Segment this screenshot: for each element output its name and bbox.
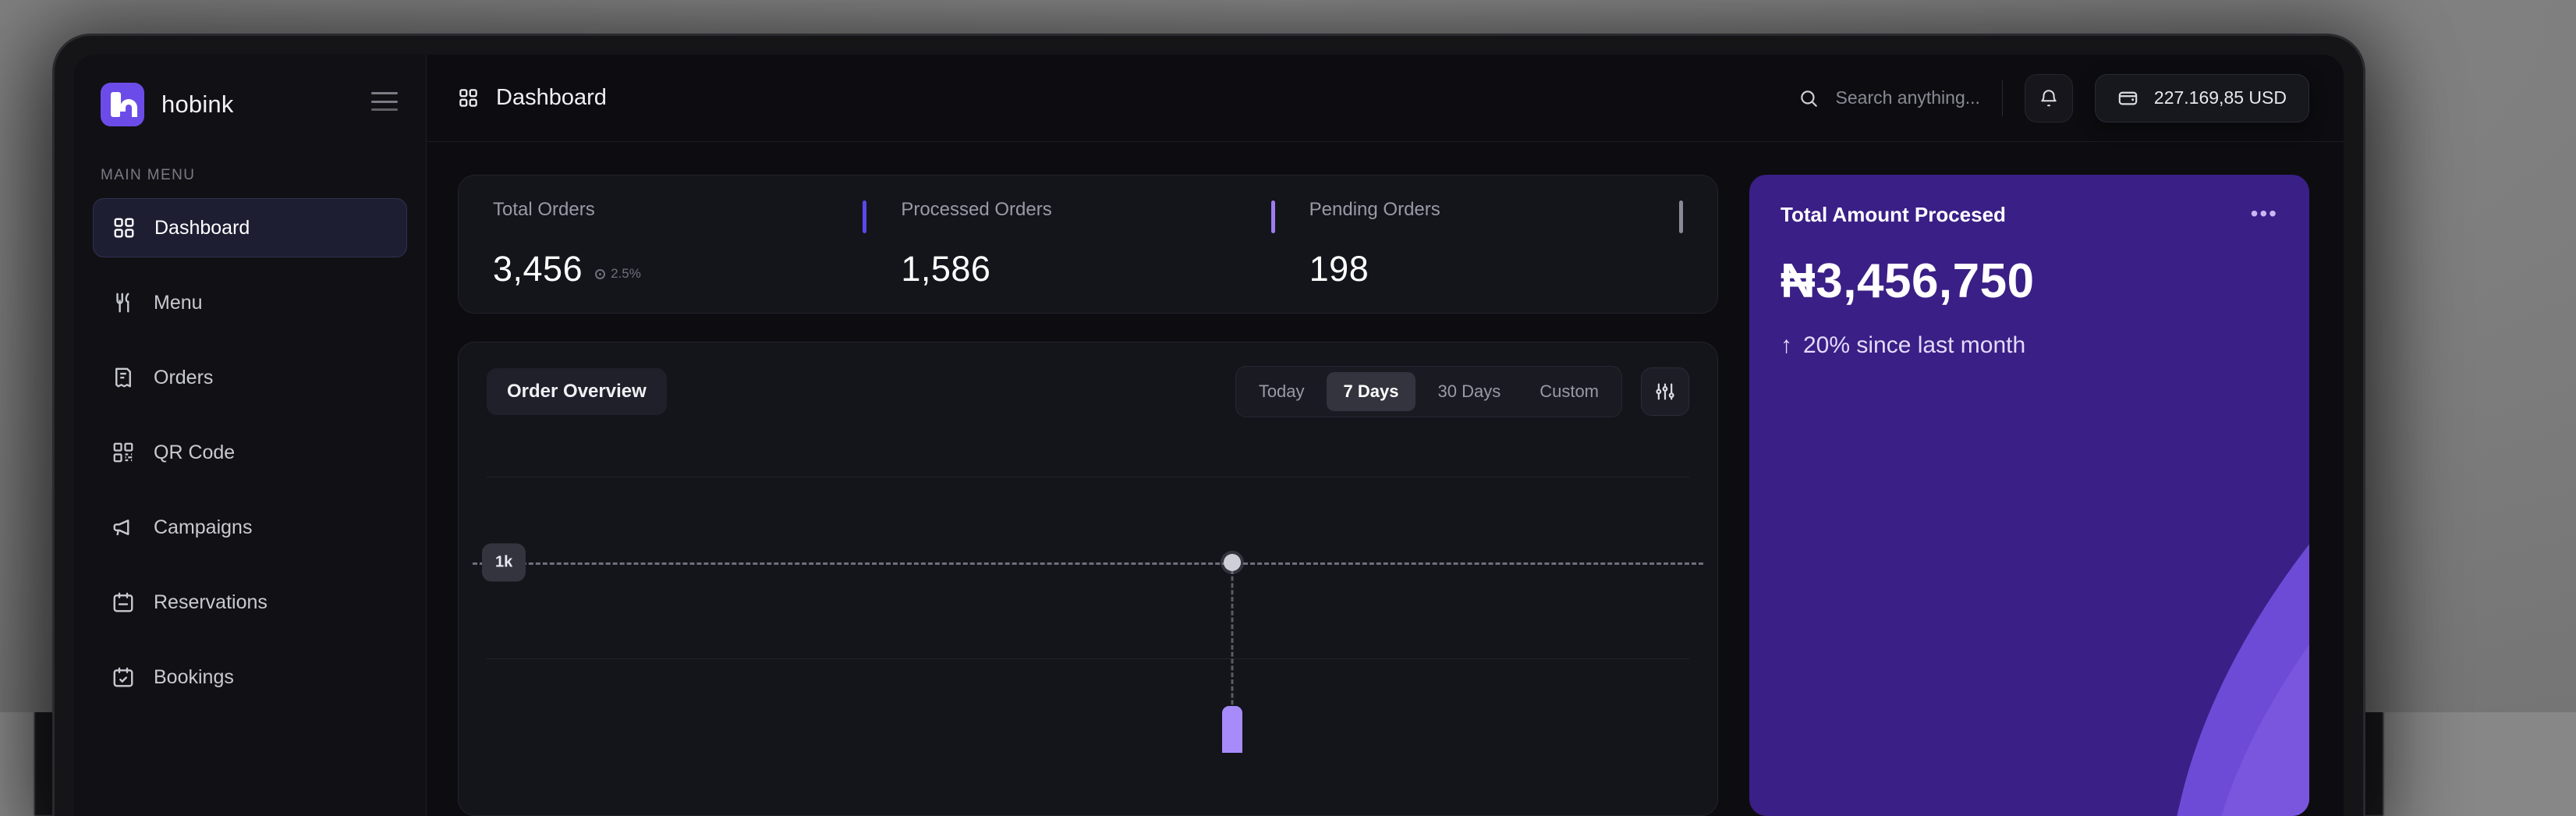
sidebar-item-label: Campaigns: [154, 516, 252, 539]
kpi-delta-badge: 2.5%: [595, 266, 641, 289]
right-column: Total Amount Procesed ••• ₦3,456,750 ↑ 2…: [1749, 175, 2309, 816]
sidebar-item-orders[interactable]: Orders: [93, 348, 407, 407]
kpi-value: 3,456: [493, 249, 583, 289]
grid-icon: [458, 87, 479, 108]
topbar: Dashboard Search anything...: [427, 55, 2344, 142]
amount-card-title: Total Amount Procesed: [1781, 203, 2006, 227]
order-overview-panel: Order Overview Today 7 Days 30 Days Cust…: [458, 342, 1718, 816]
sidebar-item-label: Menu: [154, 292, 203, 314]
receipt-icon: [112, 366, 135, 389]
amount-card-value: ₦3,456,750: [1781, 254, 2278, 309]
sidebar-section-label: MAIN MENU: [74, 126, 426, 184]
left-column: Total Orders 3,456 2.5% Processed Orders: [458, 175, 1718, 816]
amount-card-trend: ↑ 20% since last month: [1781, 332, 2278, 359]
grid-icon: [112, 216, 136, 239]
sidebar-item-qr-code[interactable]: QR Code: [93, 423, 407, 482]
kpi-total-orders: Total Orders 3,456 2.5%: [459, 199, 863, 289]
utensils-icon: [112, 291, 135, 314]
kpi-pending-orders: Pending Orders 198: [1275, 199, 1679, 289]
wallet-icon: [2117, 87, 2138, 108]
order-overview-title: Order Overview: [487, 368, 667, 415]
sidebar-item-dashboard[interactable]: Dashboard: [93, 198, 407, 257]
chart-plot-area: 1k: [487, 458, 1689, 815]
kpi-processed-orders: Processed Orders 1,586: [866, 199, 1270, 289]
kpi-value: 198: [1309, 249, 1369, 289]
chart-hover-line: [1231, 562, 1234, 718]
topbar-divider: [2002, 80, 2003, 116]
sidebar: hobink MAIN MENU Dashboard: [74, 55, 427, 816]
trend-up-icon: ↑: [1781, 332, 1792, 359]
range-today[interactable]: Today: [1242, 372, 1322, 411]
search-placeholder: Search anything...: [1836, 87, 1980, 108]
sidebar-item-bookings[interactable]: Bookings: [93, 647, 407, 707]
total-amount-card: Total Amount Procesed ••• ₦3,456,750 ↑ 2…: [1749, 175, 2309, 816]
chart-hover-point[interactable]: [1224, 554, 1241, 571]
sidebar-item-reservations[interactable]: Reservations: [93, 573, 407, 632]
chart-reference-line: [473, 562, 1703, 565]
kpi-label: Pending Orders: [1309, 199, 1645, 221]
laptop-frame: hobink MAIN MENU Dashboard: [55, 36, 2363, 816]
range-custom[interactable]: Custom: [1522, 372, 1616, 411]
dashboard-content: Total Orders 3,456 2.5% Processed Orders: [427, 142, 2344, 816]
sidebar-item-campaigns[interactable]: Campaigns: [93, 498, 407, 557]
range-7-days[interactable]: 7 Days: [1327, 372, 1416, 411]
megaphone-icon: [112, 516, 135, 539]
sidebar-item-label: Dashboard: [154, 217, 250, 239]
more-horizontal-icon[interactable]: •••: [2251, 203, 2278, 225]
dashboard-app: hobink MAIN MENU Dashboard: [74, 55, 2344, 816]
search-icon: [1798, 88, 1819, 108]
sidebar-item-label: QR Code: [154, 442, 235, 464]
sidebar-item-label: Orders: [154, 367, 213, 389]
chart-hover-bar: [1222, 706, 1242, 753]
kpi-label: Processed Orders: [901, 199, 1236, 221]
bell-icon: [2039, 88, 2059, 108]
calendar-icon: [112, 591, 135, 614]
topbar-actions: Search anything...: [1798, 74, 2309, 122]
order-overview-header: Order Overview Today 7 Days 30 Days Cust…: [487, 366, 1689, 417]
amount-card-trend-text: 20% since last month: [1803, 332, 2025, 359]
kpi-delta-text: 2.5%: [611, 266, 641, 282]
range-30-days[interactable]: 30 Days: [1420, 372, 1518, 411]
chart-gridline: [487, 658, 1689, 659]
laptop-screen: hobink MAIN MENU Dashboard: [74, 55, 2344, 816]
hobink-logo-icon: [101, 83, 144, 126]
qr-code-icon: [112, 441, 135, 464]
sidebar-item-menu[interactable]: Menu: [93, 273, 407, 332]
kpi-card: Total Orders 3,456 2.5% Processed Orders: [458, 175, 1718, 314]
sliders-icon: [1654, 381, 1676, 403]
sidebar-nav: Dashboard Menu Orders: [74, 184, 426, 707]
wallet-balance-button[interactable]: 227.169,85 USD: [2095, 74, 2309, 122]
sidebar-item-label: Bookings: [154, 666, 234, 689]
amount-card-wave-graphic: [1873, 488, 2309, 816]
main-area: Dashboard Search anything...: [427, 55, 2344, 816]
kpi-value: 1,586: [901, 249, 990, 289]
notifications-button[interactable]: [2025, 74, 2073, 122]
delta-dot-icon: [595, 269, 605, 279]
sidebar-collapse-icon[interactable]: [371, 92, 398, 111]
brand-name: hobink: [161, 90, 234, 119]
page-title: Dashboard: [458, 85, 607, 111]
wallet-balance-text: 227.169,85 USD: [2154, 87, 2287, 108]
kpi-label: Total Orders: [493, 199, 828, 221]
page-title-text: Dashboard: [496, 85, 607, 111]
kpi-divider-end: [1679, 200, 1683, 233]
amount-card-header: Total Amount Procesed •••: [1781, 203, 2278, 227]
sidebar-item-label: Reservations: [154, 591, 268, 614]
search-input[interactable]: Search anything...: [1798, 87, 1980, 108]
calendar-check-icon: [112, 665, 135, 689]
chart-filter-button[interactable]: [1641, 367, 1689, 416]
brand[interactable]: hobink: [74, 55, 426, 126]
range-segmented-control: Today 7 Days 30 Days Custom: [1235, 366, 1622, 417]
chart-y-tick-label: 1k: [482, 544, 526, 582]
